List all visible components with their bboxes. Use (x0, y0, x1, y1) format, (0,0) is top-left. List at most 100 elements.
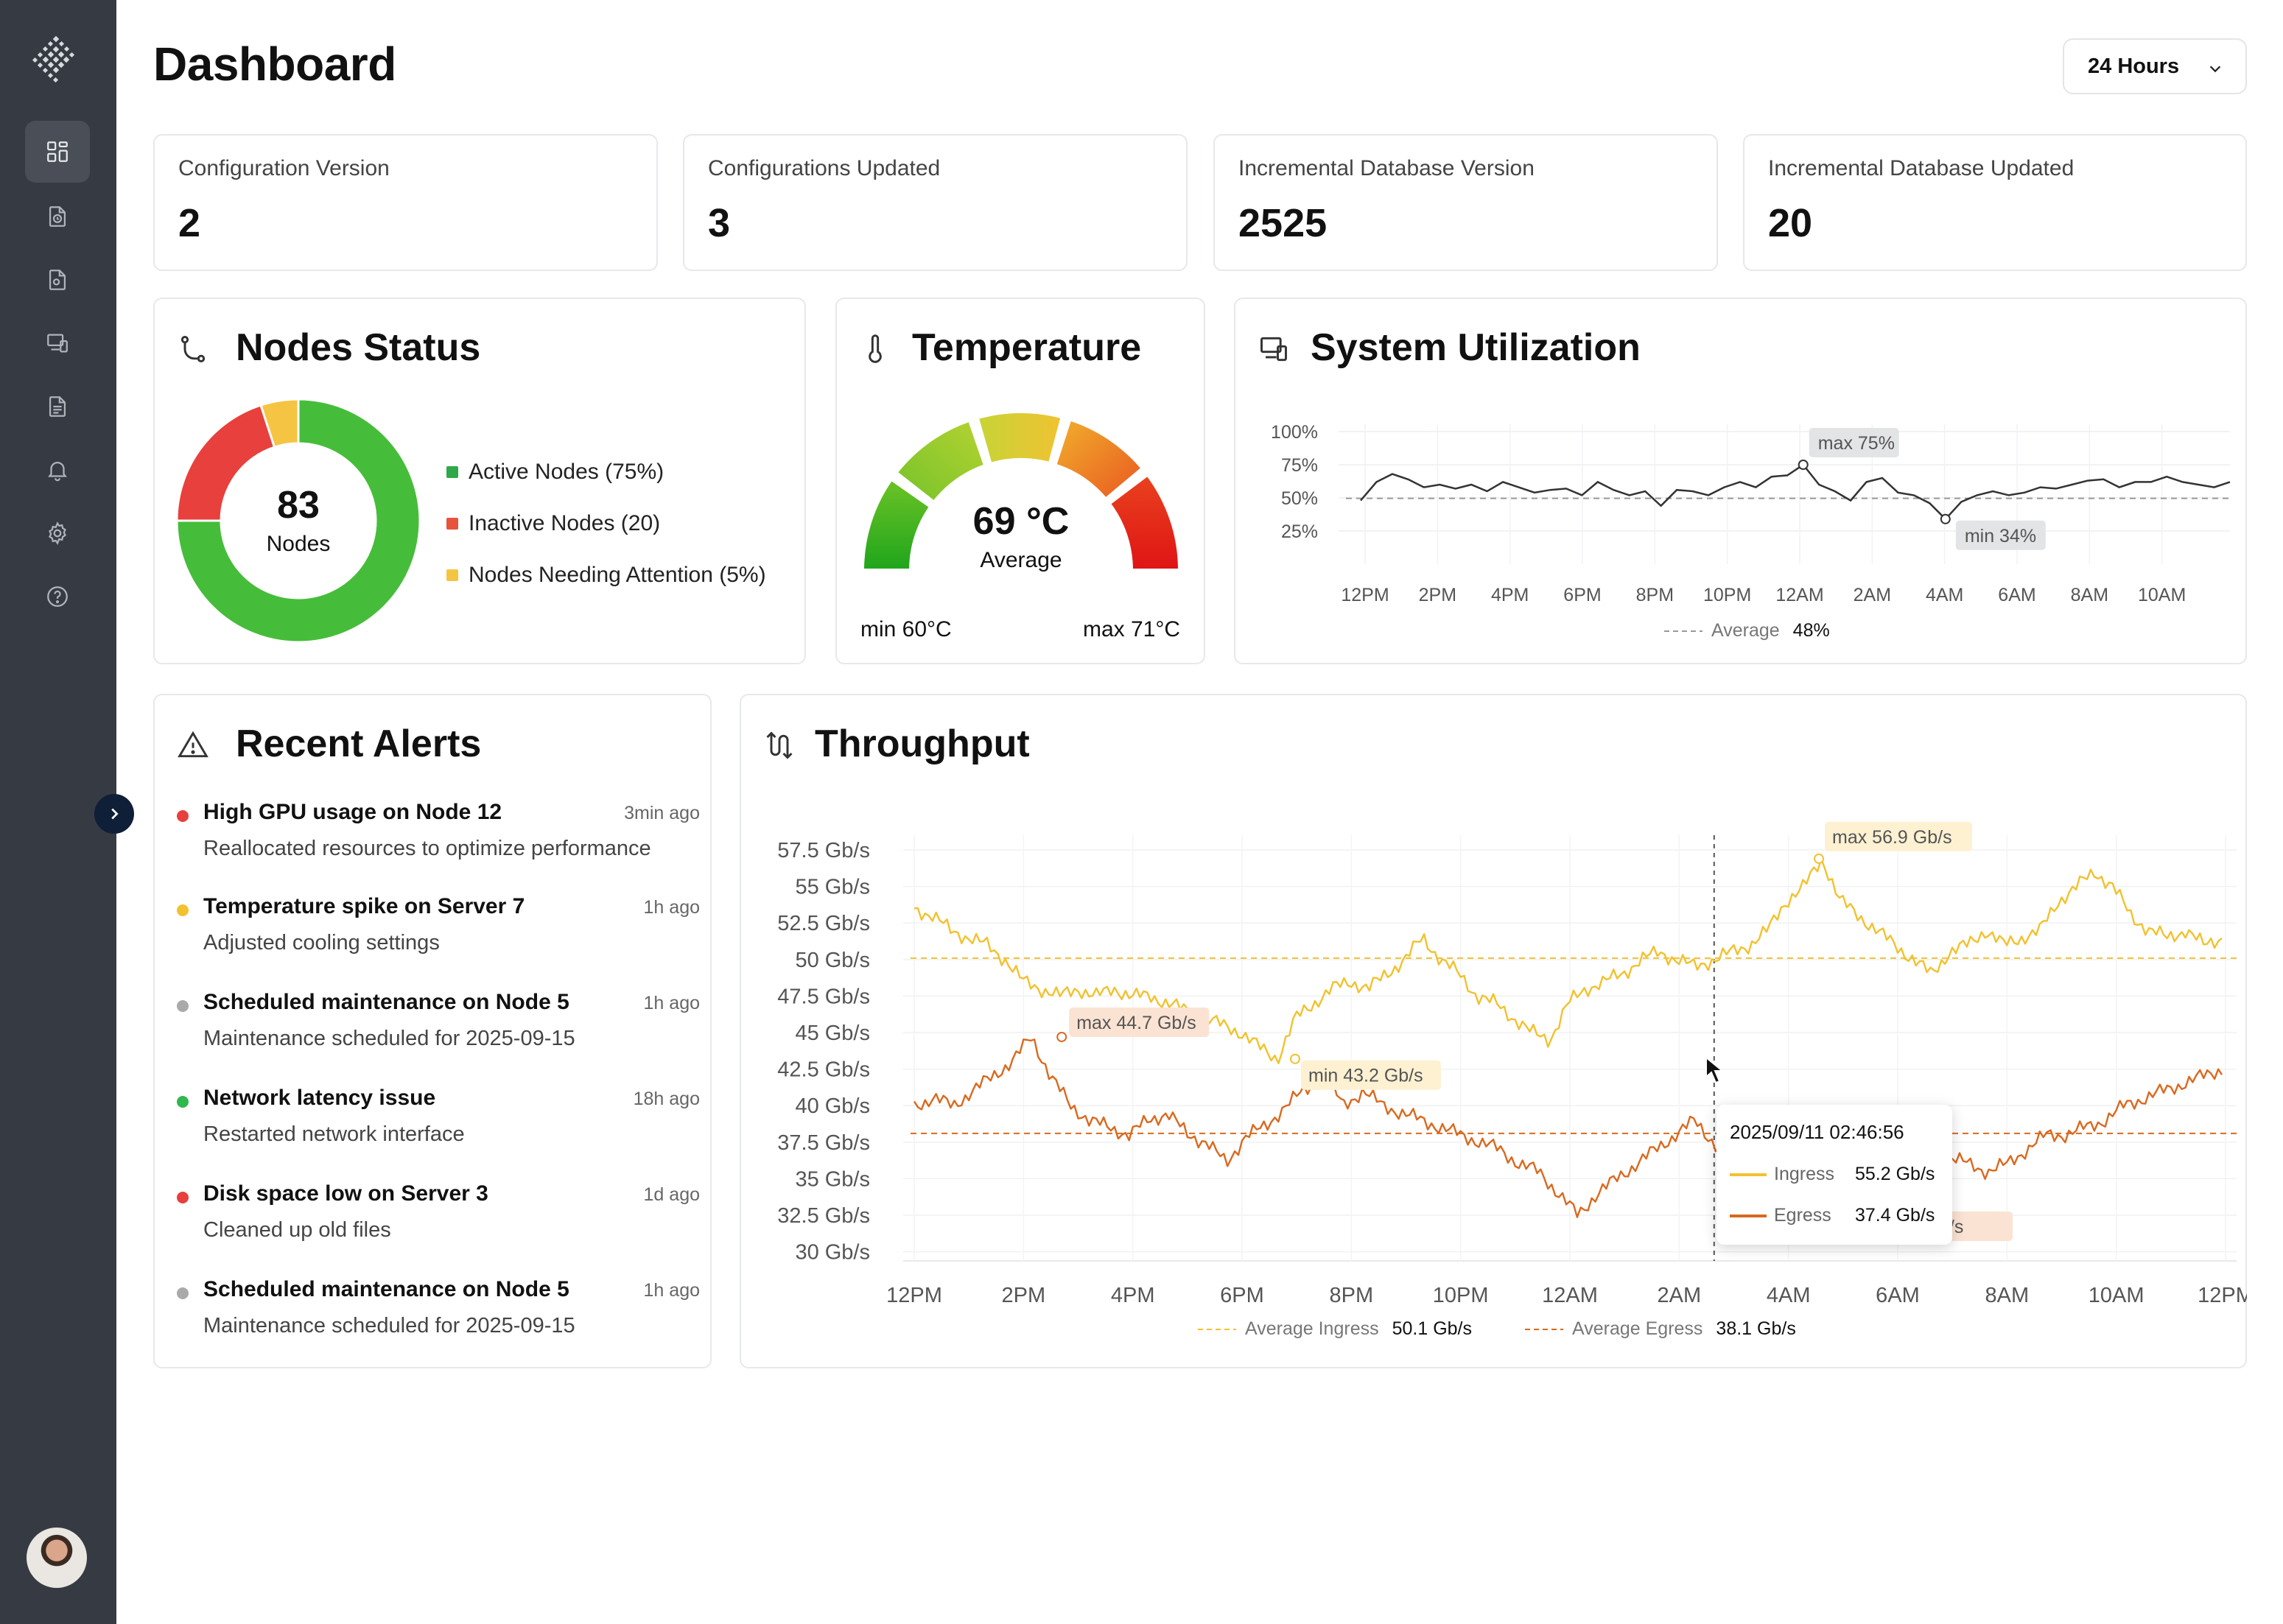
avg-egress-value: 38.1 Gb/s (1716, 1318, 1796, 1339)
x-tick-label: 10AM (2138, 585, 2186, 605)
nav-settings[interactable] (25, 502, 90, 564)
min-label-bg (1955, 520, 2046, 550)
tooltip-ingress-row: Ingress 55.2 Gb/s (1730, 1164, 1935, 1185)
node-branch-icon (180, 336, 206, 362)
egress-max-label-bg (1069, 1007, 1210, 1037)
x-tick-label: 8PM (1330, 1284, 1374, 1307)
ingress-min-label: min 43.2 Gb/s (1308, 1066, 1423, 1086)
time-range-select[interactable]: 24 Hours (2063, 38, 2247, 94)
x-tick-label: 10PM (1433, 1284, 1489, 1307)
legend-swatch (446, 518, 458, 530)
ingress-max-label: max 56.9 Gb/s (1832, 827, 1952, 848)
donut-slice-attention (259, 399, 300, 449)
ingress-min-label-bg (1301, 1060, 1441, 1090)
nodes-total: 83 (277, 484, 320, 527)
x-tick-label: 4PM (1491, 585, 1529, 605)
alert-time: 1d ago (643, 1184, 700, 1205)
stat-card-config-version: Configuration Version 2 (153, 134, 658, 271)
alert-time: 1h ago (643, 1280, 700, 1301)
legend-inactive: Inactive Nodes (20) (446, 511, 660, 536)
temperature-card: Temperature 69 °C Average min 60°C max 7… (835, 298, 1205, 664)
y-tick-label: 25% (1281, 521, 1318, 542)
ingress-min-marker (1290, 1053, 1300, 1064)
alert-title: Disk space low on Server 3 (203, 1181, 488, 1206)
alert-description: Restarted network interface (203, 1122, 465, 1146)
sidebar-toggle-button[interactable] (94, 794, 134, 834)
nodes-donut-chart (177, 399, 420, 642)
file-settings-icon (49, 270, 66, 290)
y-tick-label: 45 Gb/s (795, 1022, 870, 1045)
x-tick-label: 10PM (1703, 585, 1751, 605)
avg-ingress-value: 50.1 Gb/s (1392, 1318, 1472, 1339)
max-label-bg (1809, 428, 1899, 457)
x-tick-label: 4AM (1767, 1284, 1811, 1307)
nav-reports[interactable] (25, 376, 90, 437)
y-tick-label: 50 Gb/s (795, 949, 870, 972)
y-tick-label: 42.5 Gb/s (777, 1058, 870, 1082)
utilization-line (1360, 463, 2231, 521)
max-marker (1798, 460, 1809, 470)
y-tick-label: 35 Gb/s (795, 1167, 870, 1191)
stat-card-db-version: Incremental Database Version 2525 (1213, 134, 1718, 271)
x-tick-label: 4PM (1111, 1284, 1155, 1307)
stat-value: 2525 (1238, 201, 1328, 245)
x-tick-label: 8PM (1636, 585, 1674, 605)
y-tick-label: 37.5 Gb/s (777, 1131, 870, 1155)
app-logo[interactable] (32, 35, 80, 82)
card-title: Temperature (912, 326, 1142, 369)
y-tick-label: 57.5 Gb/s (777, 839, 870, 862)
gauge-segment-1 (861, 477, 933, 572)
system-utilization-chart: 100% 75% 50% 25% 12PM 2PM 4PM 6PM 8PM 10PM 12AM 2AM… (1271, 422, 2231, 605)
nav-notifications[interactable] (25, 439, 90, 501)
alert-status-dot (177, 1000, 189, 1012)
x-tick-label: 6AM (1876, 1284, 1920, 1307)
alert-title: Temperature spike on Server 7 (203, 894, 525, 918)
ingress-max-marker (1814, 853, 1824, 864)
throughput-legend: Average Ingress 50.1 Gb/s Average Egress… (1198, 1318, 1796, 1340)
x-tick-label: 8AM (1985, 1284, 2030, 1307)
devices-icon (47, 334, 68, 353)
legend-swatch (446, 569, 458, 581)
stat-label: Configuration Version (178, 156, 390, 180)
card-title: Throughput (815, 723, 1030, 765)
y-tick-label: 55 Gb/s (795, 876, 870, 899)
stat-card-configs-updated: Configurations Updated 3 (683, 134, 1188, 271)
x-tick-label: 10AM (2089, 1284, 2145, 1307)
nav-config-history[interactable] (25, 186, 90, 247)
legend-attention: Nodes Needing Attention (5%) (446, 563, 766, 588)
egress-line-swatch (1730, 1214, 1767, 1217)
donut-slice-active (177, 399, 420, 642)
alert-title: Scheduled maintenance on Node 5 (203, 990, 569, 1014)
nav-config-files[interactable] (25, 249, 90, 311)
tooltip-ingress-value: 55.2 Gb/s (1855, 1164, 1935, 1184)
util-average-value: 48% (1792, 620, 1830, 641)
stat-value: 2 (178, 201, 201, 245)
dashed-line-icon (1525, 1328, 1563, 1330)
util-average-legend: Average 48% (1664, 620, 1830, 641)
chevron-down-icon (2209, 66, 2221, 73)
x-tick-label: 4AM (1926, 585, 1963, 605)
dashed-line-icon (1198, 1328, 1236, 1330)
x-tick-label: 8AM (2071, 585, 2108, 605)
tooltip-egress-row: Egress 37.4 Gb/s (1730, 1205, 1935, 1226)
nav-help[interactable] (25, 566, 90, 628)
nav-devices[interactable] (25, 312, 90, 374)
alert-description: Maintenance scheduled for 2025-09-15 (203, 1314, 575, 1337)
nav-dashboard[interactable] (25, 121, 90, 183)
nodes-status-card: Nodes Status 83 Nodes Active Nodes (75%)… (153, 298, 806, 664)
alert-description: Cleaned up old files (203, 1218, 391, 1242)
gear-icon (49, 521, 66, 545)
y-tick-label: 32.5 Gb/s (777, 1204, 870, 1228)
user-avatar[interactable] (27, 1528, 87, 1588)
alert-status-dot (177, 1096, 189, 1108)
x-tick-label: 2PM (1002, 1284, 1046, 1307)
temperature-value: 69 °C (972, 500, 1070, 543)
egress-line (913, 1038, 2223, 1218)
min-marker (1940, 513, 1951, 524)
throughput-tooltip: 2025/09/11 02:46:56 Ingress 55.2 Gb/s Eg… (1716, 1105, 1952, 1245)
avg-egress-label: Average Egress (1572, 1318, 1703, 1339)
route-icon (766, 731, 793, 759)
recent-alerts-card: Recent Alerts High GPU usage on Node 12 3… (153, 694, 712, 1368)
x-tick-label: 2AM (1854, 585, 1891, 605)
bell-icon (48, 462, 67, 482)
